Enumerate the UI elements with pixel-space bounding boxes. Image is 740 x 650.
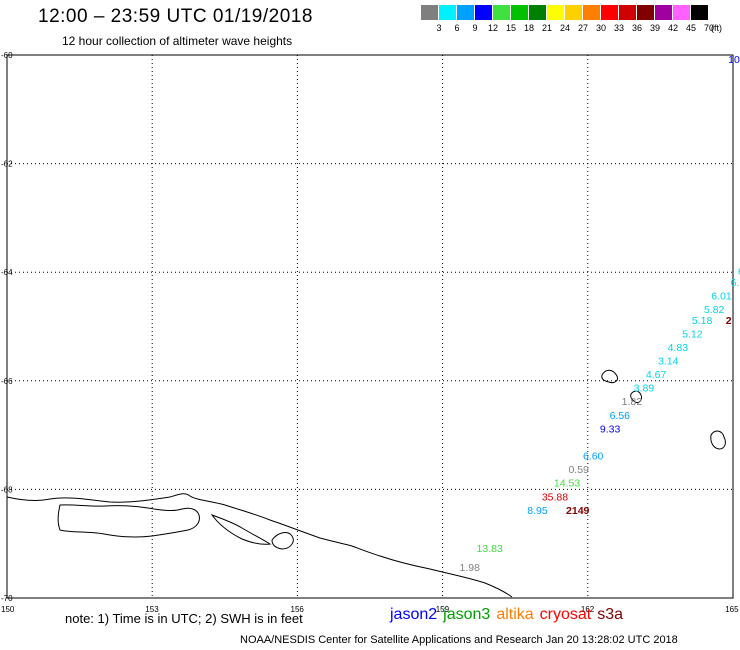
scale-swatch — [457, 5, 474, 20]
scale-swatch — [673, 5, 690, 20]
lat-label: -70 — [1, 594, 13, 603]
scale-swatch — [619, 5, 636, 20]
scale-label: 3 — [436, 23, 442, 33]
lat-label: -60 — [1, 51, 13, 60]
coastline-peninsula — [271, 532, 294, 550]
wave-height-value: 0.59 — [568, 464, 589, 476]
scale-label: 70 — [703, 23, 714, 33]
scale-label: 15 — [505, 23, 516, 33]
coastline-main — [6, 493, 513, 598]
map-title: 12:00 – 23:59 UTC 01/19/2018 — [38, 6, 313, 27]
wave-height-value: 4.67 — [646, 369, 667, 381]
wave-height-value: 1.98 — [460, 562, 481, 574]
scale-swatch — [691, 5, 708, 20]
scale-label: 45 — [685, 23, 696, 33]
coastline-inlet — [210, 513, 272, 545]
wave-height-value: 8.95 — [527, 505, 548, 517]
scale-label: 39 — [649, 23, 660, 33]
wave-height-value: 35.88 — [542, 491, 568, 503]
wave-height-value: 2149 — [566, 505, 590, 517]
wave-height-value: 9.33 — [600, 423, 621, 435]
lat-label: -64 — [1, 268, 13, 277]
antarctic-coastline — [6, 369, 726, 598]
wave-height-value: 14.53 — [554, 478, 580, 490]
credit-line: NOAA/NESDIS Center for Satellite Applica… — [240, 634, 678, 646]
scale-label: 6 — [454, 23, 460, 33]
scale-label: 36 — [631, 23, 642, 33]
scale-swatch — [565, 5, 582, 20]
wave-height-value: 5.82 — [704, 304, 725, 316]
scale-label: 24 — [559, 23, 570, 33]
wave-height-value: 5.18 — [692, 315, 713, 327]
scale-swatch — [655, 5, 672, 20]
map-frame — [6, 54, 734, 599]
map-subtitle: 12 hour collection of altimeter wave hei… — [62, 34, 293, 48]
wave-height-value: 10 — [728, 54, 740, 66]
lon-label: 156 — [291, 605, 305, 614]
scale-swatch — [511, 5, 528, 20]
satellite-legend-item: altika — [496, 606, 534, 623]
footnote: note: 1) Time is in UTC; 2) SWH is in fe… — [65, 611, 303, 626]
scale-label: 42 — [667, 23, 678, 33]
scale-label: 21 — [541, 23, 552, 33]
lon-label: 159 — [436, 605, 450, 614]
satellite-legend-item: s3a — [597, 606, 624, 623]
satellite-legend-item: cryosat — [539, 606, 592, 623]
wave-height-value: 6.01 — [711, 290, 732, 302]
scale-swatch — [583, 5, 600, 20]
coastline-ice-shelf — [57, 504, 200, 538]
lon-label: 165 — [725, 605, 739, 614]
axis-labels: -60 -62 -64 -66 -68 -70 150 153 156 159 162 165 — [1, 51, 739, 614]
wave-height-value: 3.89 — [634, 383, 655, 395]
wave-height-value: 2 — [726, 315, 732, 327]
wave-height-value: 6 — [738, 266, 740, 278]
lat-label: -62 — [1, 160, 13, 169]
scale-swatch — [493, 5, 510, 20]
scale-label: 30 — [595, 23, 606, 33]
scale-label: 33 — [613, 23, 624, 33]
wave-height-value: 6.56 — [610, 410, 631, 422]
wave-height-value: 4.83 — [668, 342, 689, 354]
lon-label: 153 — [145, 605, 159, 614]
scale-label: 27 — [577, 23, 588, 33]
scale-swatch — [637, 5, 654, 20]
wave-height-value: 3.14 — [658, 356, 679, 368]
wave-height-value: 5.12 — [682, 328, 703, 340]
wave-height-value: 1.82 — [622, 396, 643, 408]
wave-height-value: 13.83 — [476, 543, 502, 555]
scale-label: 12 — [487, 23, 498, 33]
scale-label: 9 — [472, 23, 478, 33]
scale-label: 18 — [523, 23, 534, 33]
lon-label: 162 — [581, 605, 595, 614]
island-balleny-3 — [710, 430, 726, 450]
island-balleny-2 — [630, 390, 642, 403]
satellite-legend-item: jason2 — [390, 606, 438, 623]
scale-swatch — [547, 5, 564, 20]
lat-label: -66 — [1, 377, 13, 386]
observations: 1066.76.015.8225.185.124.833.144.673.891… — [460, 54, 740, 574]
scale-swatch — [475, 5, 492, 20]
scale-swatch — [421, 5, 438, 20]
scale-swatch — [529, 5, 546, 20]
scale-swatch — [439, 5, 456, 20]
wave-height-value: 6.7 — [731, 277, 740, 289]
scale-unit: (ft) — [711, 23, 722, 33]
satellite-legend-item: jason3 — [443, 606, 491, 623]
scale-swatch — [601, 5, 618, 20]
lat-lon-grid — [7, 55, 733, 598]
satellite-legend: jason2 jason3 altika cryosat s3a — [390, 606, 629, 624]
island-balleny-1 — [601, 369, 618, 384]
lat-label: -68 — [1, 485, 13, 494]
lon-label: 150 — [1, 605, 15, 614]
wave-height-value: 6.60 — [583, 451, 604, 463]
